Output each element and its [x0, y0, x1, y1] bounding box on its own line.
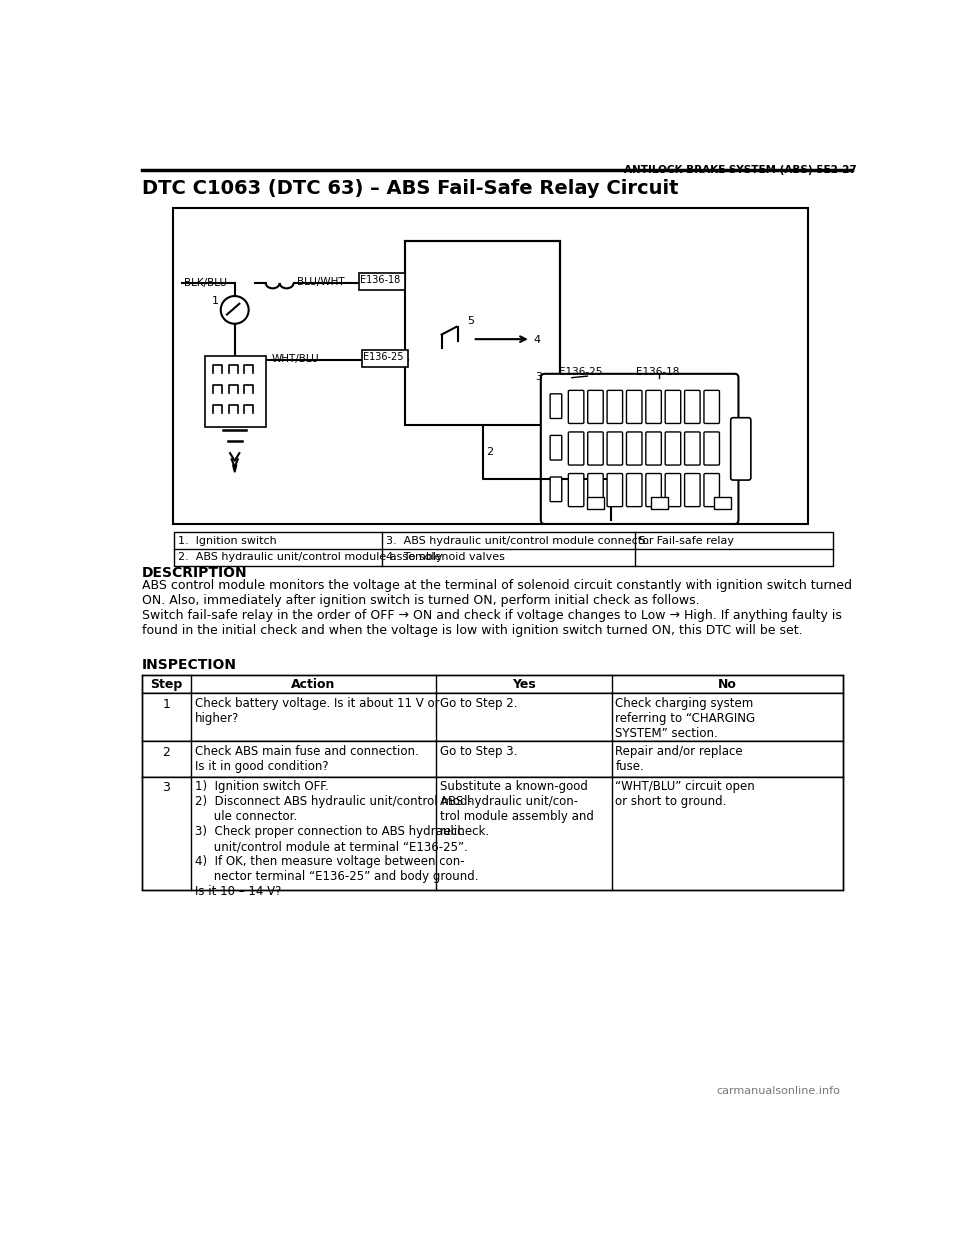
Bar — [714, 496, 732, 509]
Text: 1)  Ignition switch OFF.
2)  Disconnect ABS hydraulic unit/control mod-
     ule: 1) Ignition switch OFF. 2) Disconnect AB… — [195, 781, 478, 898]
FancyBboxPatch shape — [704, 473, 719, 506]
Bar — [205, 356, 266, 427]
FancyBboxPatch shape — [540, 374, 738, 524]
Text: 3: 3 — [162, 782, 170, 794]
Text: 2: 2 — [487, 447, 493, 457]
Text: 2.  ABS hydraulic unit/control module assembly: 2. ABS hydraulic unit/control module ass… — [179, 552, 443, 562]
Text: Go to Step 2.: Go to Step 2. — [440, 698, 517, 710]
Text: 4: 4 — [534, 335, 541, 345]
Text: 3: 3 — [536, 372, 542, 382]
Text: WHT/BLU: WHT/BLU — [272, 353, 320, 364]
FancyBboxPatch shape — [550, 436, 562, 461]
Bar — [359, 273, 405, 290]
FancyBboxPatch shape — [684, 473, 700, 506]
FancyBboxPatch shape — [568, 390, 584, 424]
Bar — [142, 777, 843, 890]
Text: Step: Step — [150, 678, 182, 690]
FancyBboxPatch shape — [588, 432, 603, 466]
Text: Check battery voltage. Is it about 11 V or
higher?: Check battery voltage. Is it about 11 V … — [195, 698, 440, 725]
Bar — [405, 241, 561, 425]
Text: INSPECTION: INSPECTION — [142, 658, 237, 672]
Bar — [588, 496, 605, 509]
Text: E136-18: E136-18 — [360, 275, 400, 285]
Text: DESCRIPTION: DESCRIPTION — [142, 566, 248, 579]
Text: ABS control module monitors the voltage at the terminal of solenoid circuit cons: ABS control module monitors the voltage … — [142, 579, 852, 637]
Text: Substitute a known-good
ABS hydraulic unit/con-
trol module assembly and
recheck: Substitute a known-good ABS hydraulic un… — [440, 781, 594, 839]
FancyBboxPatch shape — [627, 473, 642, 506]
Bar — [173, 209, 808, 524]
Text: BLU/WHT: BLU/WHT — [297, 277, 345, 287]
Text: 4.  To solenoid valves: 4. To solenoid valves — [386, 552, 505, 562]
Text: 3.  ABS hydraulic unit/control module connector: 3. ABS hydraulic unit/control module con… — [386, 536, 654, 546]
Text: 5: 5 — [468, 316, 474, 326]
Text: Action: Action — [291, 678, 336, 690]
FancyBboxPatch shape — [646, 473, 661, 506]
FancyBboxPatch shape — [684, 390, 700, 424]
FancyBboxPatch shape — [665, 390, 681, 424]
Text: 5.  Fail-safe relay: 5. Fail-safe relay — [639, 536, 734, 546]
FancyBboxPatch shape — [568, 432, 584, 466]
FancyBboxPatch shape — [646, 432, 661, 466]
FancyBboxPatch shape — [627, 432, 642, 466]
Bar — [362, 350, 408, 367]
FancyBboxPatch shape — [607, 473, 623, 506]
Text: 1: 1 — [211, 296, 219, 306]
FancyBboxPatch shape — [684, 432, 700, 466]
Bar — [142, 693, 843, 741]
Text: 1: 1 — [162, 698, 170, 711]
FancyBboxPatch shape — [665, 432, 681, 466]
Text: “WHT/BLU” circuit open
or short to ground.: “WHT/BLU” circuit open or short to groun… — [615, 781, 756, 809]
Text: Check ABS main fuse and connection.
Is it in good condition?: Check ABS main fuse and connection. Is i… — [195, 745, 419, 773]
FancyBboxPatch shape — [607, 390, 623, 424]
Text: 2: 2 — [162, 746, 170, 758]
Text: Go to Step 3.: Go to Step 3. — [440, 745, 517, 758]
Text: carmanualsonline.info: carmanualsonline.info — [717, 1086, 841, 1095]
Text: DTC C1063 (DTC 63) – ABS Fail-Safe Relay Circuit: DTC C1063 (DTC 63) – ABS Fail-Safe Relay… — [142, 179, 678, 198]
Circle shape — [221, 296, 249, 324]
FancyBboxPatch shape — [665, 473, 681, 506]
Text: 1.  Ignition switch: 1. Ignition switch — [179, 536, 276, 546]
Text: No: No — [718, 678, 736, 690]
FancyBboxPatch shape — [550, 394, 562, 419]
FancyBboxPatch shape — [588, 473, 603, 506]
Bar — [142, 674, 843, 693]
Bar — [142, 741, 843, 777]
FancyBboxPatch shape — [568, 473, 584, 506]
FancyBboxPatch shape — [646, 390, 661, 424]
Text: Repair and/or replace
fuse.: Repair and/or replace fuse. — [615, 745, 743, 773]
Text: E136-25: E136-25 — [559, 367, 602, 377]
FancyBboxPatch shape — [704, 432, 719, 466]
Text: Check charging system
referring to “CHARGING
SYSTEM” section.: Check charging system referring to “CHAR… — [615, 698, 756, 740]
FancyBboxPatch shape — [704, 390, 719, 424]
Text: ANTILOCK BRAKE SYSTEM (ABS) 5E2-27: ANTILOCK BRAKE SYSTEM (ABS) 5E2-27 — [623, 165, 856, 175]
Text: E136-18: E136-18 — [636, 367, 680, 377]
Text: Yes: Yes — [512, 678, 536, 690]
FancyBboxPatch shape — [731, 417, 751, 480]
FancyBboxPatch shape — [627, 390, 642, 424]
Bar — [651, 496, 668, 509]
FancyBboxPatch shape — [588, 390, 603, 424]
Text: E136-25: E136-25 — [363, 352, 404, 362]
Bar — [175, 531, 833, 566]
FancyBboxPatch shape — [550, 477, 562, 501]
Text: BLK/BLU: BLK/BLU — [183, 278, 227, 288]
FancyBboxPatch shape — [607, 432, 623, 466]
